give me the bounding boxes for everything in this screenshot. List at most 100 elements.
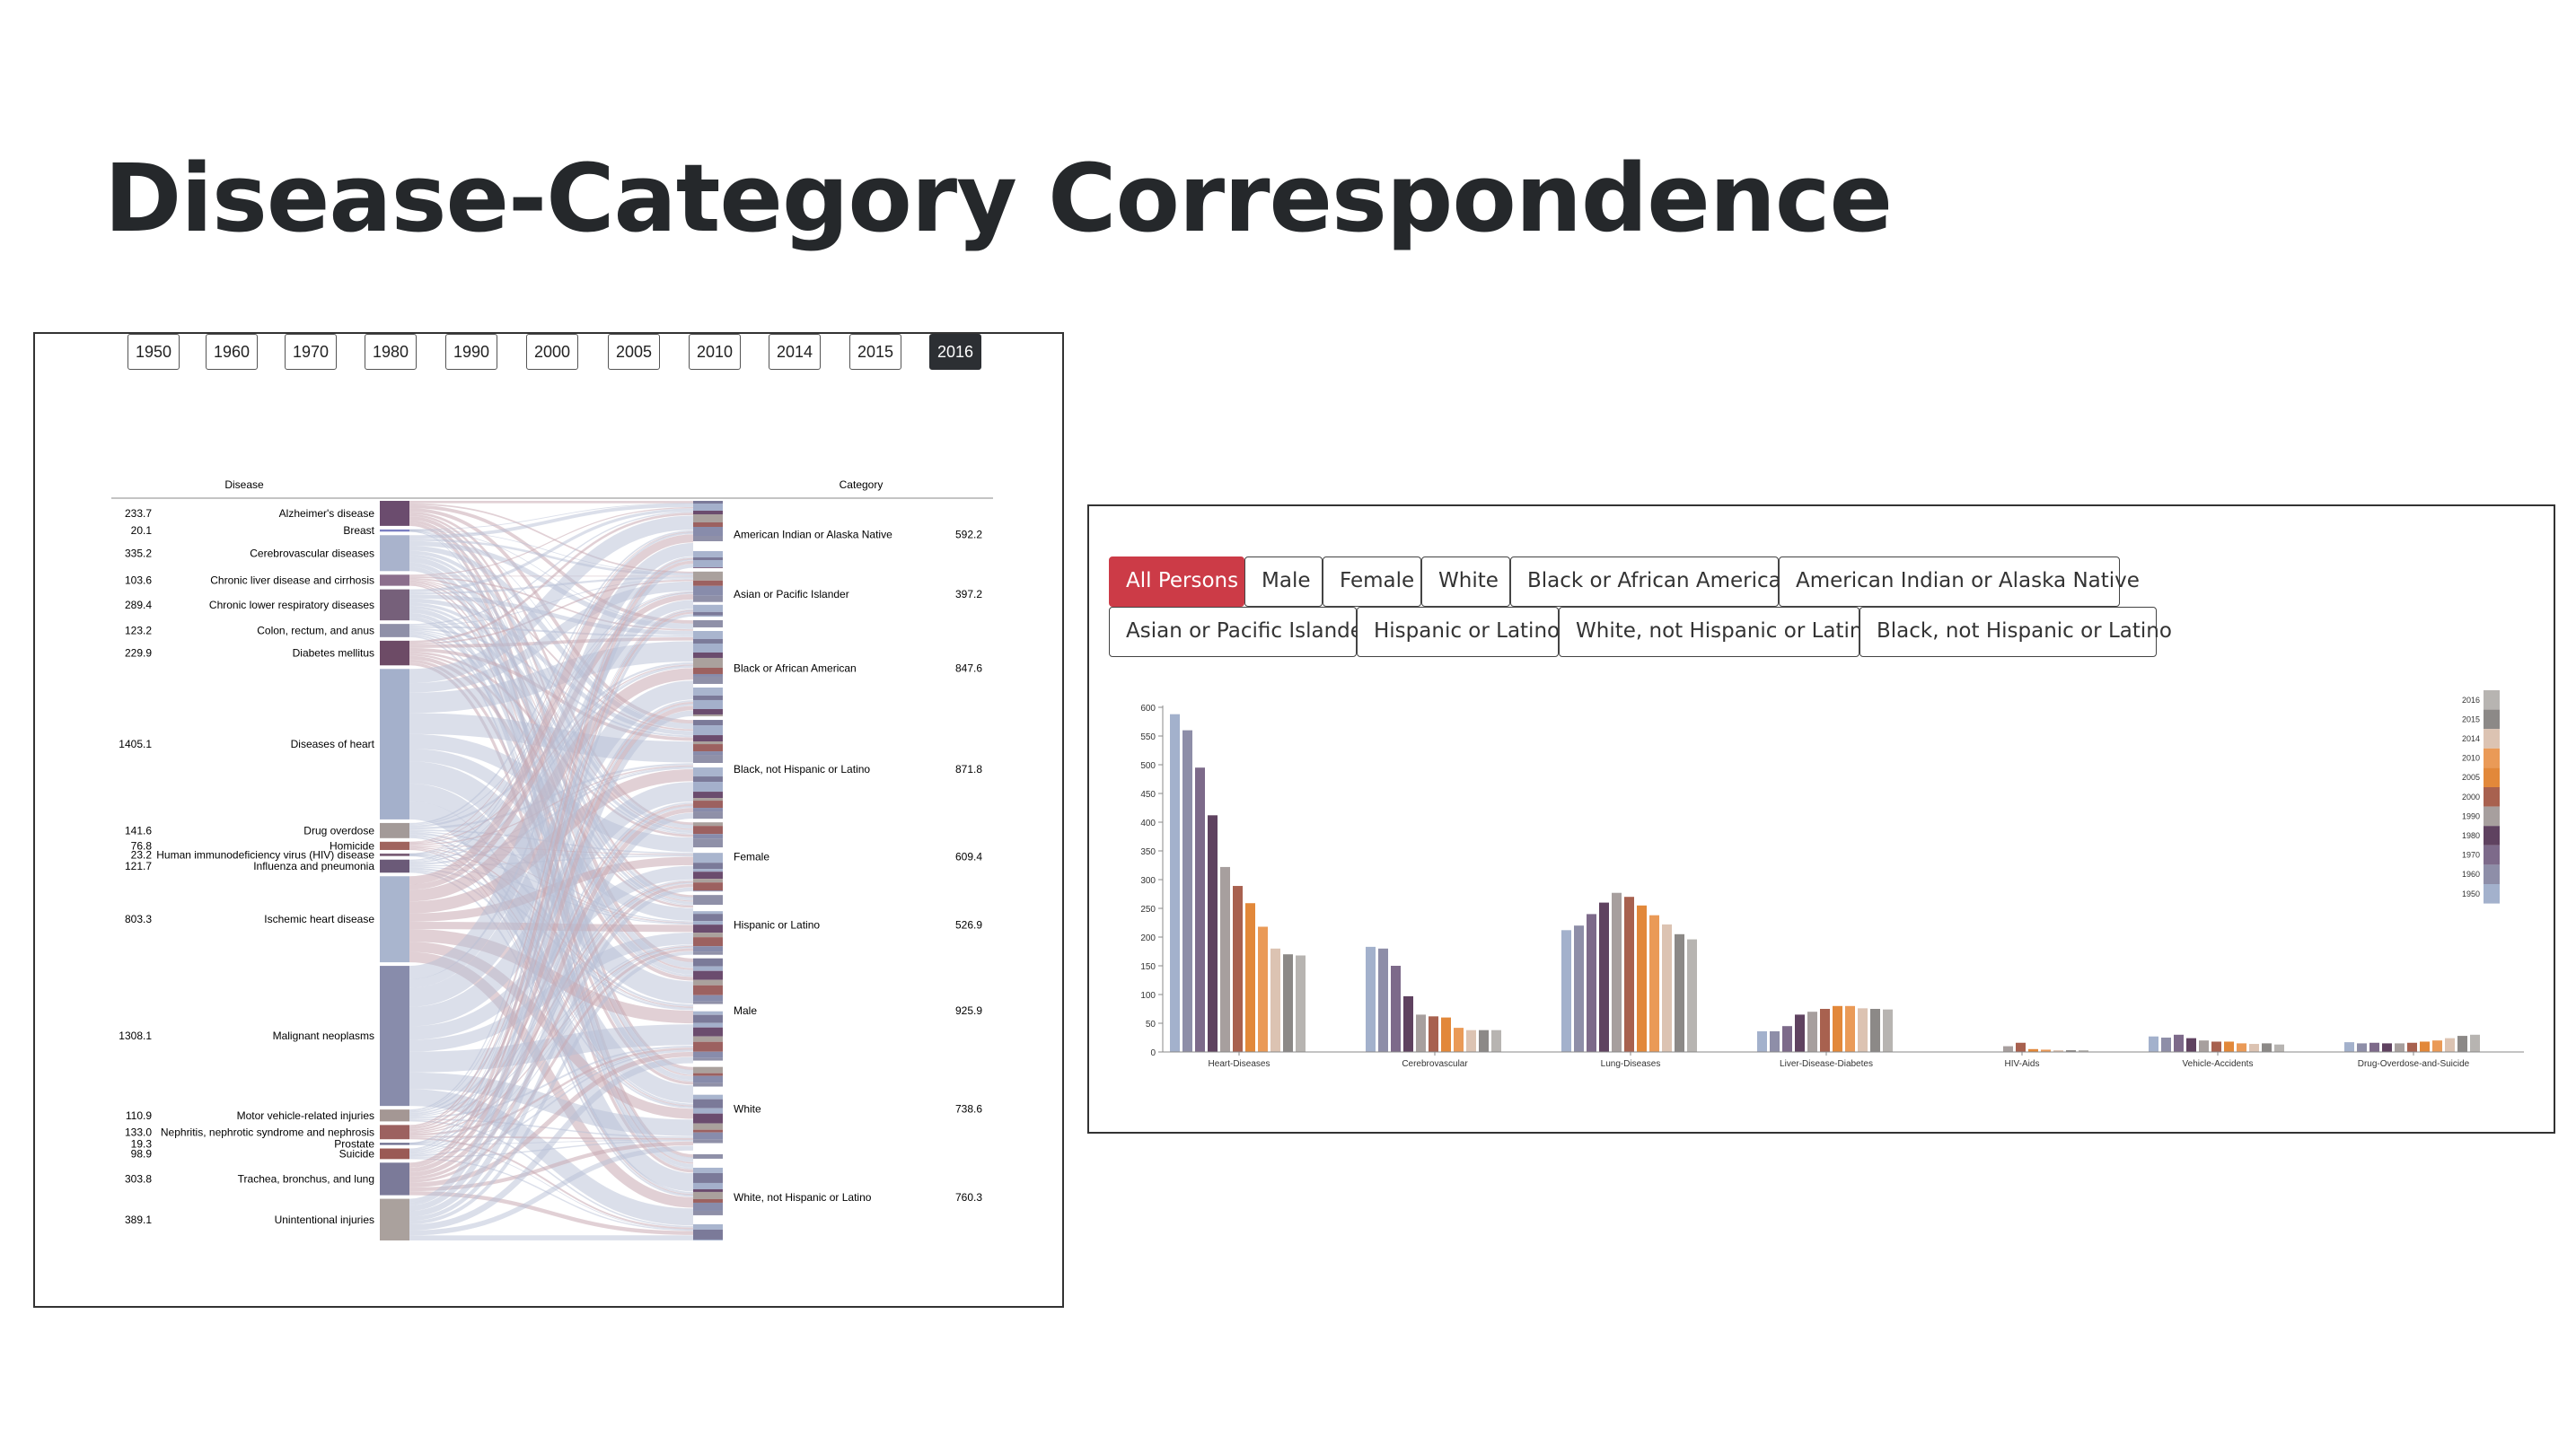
sankey-link [409,504,694,624]
year-button-1980[interactable]: 1980 [365,334,417,370]
sankey-link [409,508,694,592]
disease-value: 103.6 [125,574,152,586]
bar-cerebrovascular-2014 [1466,1030,1476,1052]
disease-node[interactable] [380,529,409,532]
filter-button-male[interactable]: Male [1244,556,1323,607]
legend-swatch [2484,748,2500,768]
legend-label: 2015 [2462,714,2480,723]
disease-label: Ischemic heart disease [264,913,374,925]
filter-button-american-indian-or-alaska-native[interactable]: American Indian or Alaska Native [1779,556,2140,607]
x-axis: Heart-Diseases Cerebrovascular Lung-Diseas… [1163,1051,2524,1069]
category-node[interactable] [693,720,723,819]
category-node[interactable] [693,1153,723,1240]
disease-node[interactable] [380,1143,409,1145]
disease-node[interactable] [380,876,409,963]
bar-hiv-aids-2000 [2016,1042,2026,1052]
filter-button-hispanic-or-latino[interactable]: Hispanic or Latino [1357,607,1560,657]
sankey-link [409,532,694,854]
bar-hiv-aids-2014 [2053,1050,2063,1052]
disease-node[interactable] [380,501,409,526]
year-button-2005[interactable]: 2005 [608,334,660,370]
category-value: 397.2 [955,588,982,600]
category-node[interactable] [693,958,723,1064]
disease-node[interactable] [380,841,409,850]
disease-node[interactable] [380,1198,409,1240]
year-button-2015[interactable]: 2015 [849,334,901,370]
filter-button-white[interactable]: White [1421,556,1510,607]
year-button-1950[interactable]: 1950 [127,334,180,370]
disease-node[interactable] [380,535,409,572]
bar-drug-overdose-and-suicide-2015 [2457,1036,2467,1052]
filter-button-female[interactable]: Female [1323,556,1421,607]
legend-swatch [2484,767,2500,787]
bar-liver-disease-diabetes-1980 [1795,1014,1805,1052]
sankey-link [409,503,694,530]
year-button-2016[interactable]: 2016 [929,334,981,370]
sankey-link [409,710,694,1212]
bar-liver-disease-diabetes-2014 [1858,1008,1868,1052]
disease-node[interactable] [380,624,409,637]
disease-node[interactable] [380,574,409,586]
year-button-2000[interactable]: 2000 [526,334,578,370]
filter-button-black-not-hispanic-or-latino[interactable]: Black, not Hispanic or Latino [1859,607,2172,657]
category-node[interactable] [693,1066,723,1151]
year-button-2014[interactable]: 2014 [769,334,821,370]
sankey-link [409,534,694,885]
slide-title: Disease-Category Correspondence [104,144,1893,253]
sankey-link [409,805,694,1144]
filter-button-white-not-hispanic-or-latino[interactable]: White, not Hispanic or Latino [1559,607,1876,657]
category-label: Male [734,1004,757,1017]
disease-node[interactable] [380,822,409,838]
bar-liver-disease-diabetes-2010 [1845,1005,1855,1052]
sankey-link [409,766,694,855]
sankey-link [409,812,694,1217]
category-value: 760.3 [955,1191,982,1204]
disease-value: 289.4 [125,599,152,611]
category-node[interactable] [693,571,723,617]
disease-node[interactable] [380,1109,409,1122]
y-tick-label: 0 [1150,1048,1156,1058]
category-value: 526.9 [955,918,982,931]
disease-node[interactable] [380,640,409,666]
category-node[interactable] [693,895,723,955]
disease-node[interactable] [380,589,409,621]
disease-node[interactable] [380,966,409,1107]
category-value: 592.2 [955,528,982,540]
legend-label: 1990 [2462,811,2480,820]
disease-label: Colon, rectum, and anus [257,625,374,637]
category-node[interactable] [693,501,723,568]
filter-button-black-or-african-american[interactable]: Black or African American [1510,556,1794,607]
bar-drug-overdose-and-suicide-1990 [2395,1043,2405,1052]
disease-node[interactable] [380,1162,409,1196]
category-value: 925.9 [955,1004,982,1017]
legend-label: 2000 [2462,793,2480,802]
disease-value: 233.7 [125,507,152,520]
bar-drug-overdose-and-suicide-2014 [2445,1038,2455,1052]
sankey-link [409,945,694,1135]
year-button-1960[interactable]: 1960 [206,334,258,370]
disease-node[interactable] [380,1125,409,1140]
x-tick-label: Heart-Diseases [1209,1059,1270,1069]
bar-lung-diseases-2010 [1649,915,1659,1052]
disease-node[interactable] [380,669,409,819]
bar-lung-diseases-1980 [1599,902,1609,1052]
bar-hiv-aids-2016 [2079,1050,2088,1052]
disease-node[interactable] [380,859,409,873]
disease-label: Malignant neoplasms [273,1030,374,1042]
year-button-1970[interactable]: 1970 [285,334,337,370]
year-button-1990[interactable]: 1990 [445,334,497,370]
sankey-link [409,704,694,1152]
category-node[interactable] [693,822,723,892]
disease-node[interactable] [380,853,409,856]
category-label: Hispanic or Latino [734,918,820,931]
category-column-header: Category [840,478,884,491]
sankey-link [409,1137,694,1230]
legend-swatch [2484,690,2500,710]
category-value: 871.8 [955,763,982,776]
sankey-link [409,1157,694,1231]
year-button-2010[interactable]: 2010 [689,334,741,370]
disease-node[interactable] [380,1148,409,1160]
filter-button-asian-or-pacific-islander[interactable]: Asian or Pacific Islander [1109,607,1371,657]
filter-button-all-persons[interactable]: All Persons [1109,556,1244,607]
category-node[interactable] [693,619,723,717]
